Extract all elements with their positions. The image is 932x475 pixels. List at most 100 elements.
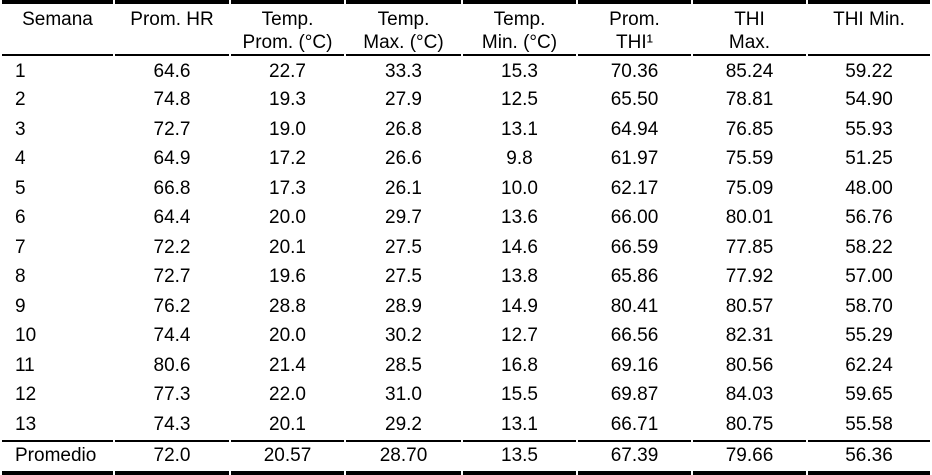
column-header-semana: Semana xyxy=(2,0,113,56)
cell: 22.7 xyxy=(269,61,306,83)
footer-cell: 28.70 xyxy=(346,439,461,475)
table-row: 5 66.8 17.3 26.1 10.0 62.17 75.09 48.00 xyxy=(2,174,930,204)
header-line: THI¹ xyxy=(616,32,653,53)
cell: 54.90 xyxy=(845,89,893,111)
cell: 66.56 xyxy=(610,325,659,347)
cell: 22.0 xyxy=(269,384,306,406)
cell: 64.94 xyxy=(610,118,659,140)
header-line: Temp. xyxy=(261,9,314,30)
header-line: Min. (°C) xyxy=(481,32,558,53)
cell: 74.4 xyxy=(153,325,191,347)
cell: 20.0 xyxy=(269,325,306,347)
footer-row: Promedio 72.0 20.57 28.70 13.5 67.39 79.… xyxy=(2,439,930,475)
week-cell: 5 xyxy=(15,177,26,199)
column-header-prom-hr: Prom. HR xyxy=(115,0,229,56)
cell: 14.9 xyxy=(501,295,538,317)
cell: 28.9 xyxy=(385,295,422,317)
week-cell: 4 xyxy=(15,148,26,170)
cell: 15.5 xyxy=(501,384,538,406)
cell: 55.93 xyxy=(845,118,893,140)
header-line: Max. xyxy=(728,32,771,53)
cell: 61.97 xyxy=(610,148,659,170)
week-cell: 6 xyxy=(15,207,26,229)
column-header-temp-max: Temp. Max. (°C) xyxy=(346,0,461,56)
cell: 15.3 xyxy=(501,61,538,83)
cell: 26.6 xyxy=(385,148,422,170)
footer-cell: 67.39 xyxy=(578,439,691,475)
column-header-temp-min: Temp. Min. (°C) xyxy=(463,0,576,56)
table-row: 9 76.2 28.8 28.9 14.9 80.41 80.57 58.70 xyxy=(2,292,930,322)
table-row: 2 74.8 19.3 27.9 12.5 65.50 78.81 54.90 xyxy=(2,86,930,116)
cell: 65.86 xyxy=(610,266,659,288)
cell: 85.24 xyxy=(725,61,774,83)
table-row: 1 64.6 22.7 33.3 15.3 70.36 85.24 59.22 xyxy=(2,56,930,86)
table-row: 3 72.7 19.0 26.8 13.1 64.94 76.85 55.93 xyxy=(2,115,930,145)
week-cell: 1 xyxy=(15,61,26,83)
cell: 78.81 xyxy=(725,89,774,111)
header-line: Temp. xyxy=(377,9,430,30)
cell: 27.9 xyxy=(385,89,422,111)
cell: 17.3 xyxy=(269,177,306,199)
cell: 66.59 xyxy=(610,236,659,258)
week-cell: 3 xyxy=(15,118,26,140)
cell: 12.5 xyxy=(501,89,538,111)
header-line: Temp. xyxy=(493,9,546,30)
cell: 66.71 xyxy=(610,413,659,435)
cell: 10.0 xyxy=(501,177,538,199)
cell: 58.22 xyxy=(845,236,893,258)
cell: 55.29 xyxy=(845,325,893,347)
cell: 56.76 xyxy=(845,207,893,229)
cell: 84.03 xyxy=(725,384,774,406)
header-line: THI xyxy=(734,9,765,30)
cell: 13.6 xyxy=(501,207,538,229)
cell: 27.5 xyxy=(385,236,422,258)
footer-cell: 79.66 xyxy=(693,439,806,475)
cell: 62.17 xyxy=(610,177,659,199)
cell: 57.00 xyxy=(845,266,893,288)
cell: 69.16 xyxy=(610,354,659,376)
cell: 62.24 xyxy=(845,354,893,376)
column-header-thi-max: THI Max. xyxy=(693,0,806,56)
table-row: 7 72.2 20.1 27.5 14.6 66.59 77.85 58.22 xyxy=(2,233,930,263)
footer-cell: 72.0 xyxy=(115,439,229,475)
cell: 58.70 xyxy=(845,295,893,317)
cell: 13.1 xyxy=(501,118,538,140)
cell: 64.6 xyxy=(153,61,191,83)
table-row: 4 64.9 17.2 26.6 9.8 61.97 75.59 51.25 xyxy=(2,145,930,175)
cell: 66.8 xyxy=(153,177,191,199)
cell: 28.5 xyxy=(385,354,422,376)
table-row: 11 80.6 21.4 28.5 16.8 69.16 80.56 62.24 xyxy=(2,351,930,381)
cell: 72.2 xyxy=(153,236,191,258)
cell: 64.4 xyxy=(153,207,191,229)
cell: 55.58 xyxy=(845,413,893,435)
table-row: 6 64.4 20.0 29.7 13.6 66.00 80.01 56.76 xyxy=(2,204,930,234)
column-header-temp-prom: Temp. Prom. (°C) xyxy=(231,0,344,56)
cell: 72.7 xyxy=(153,266,191,288)
week-cell: 2 xyxy=(15,89,26,111)
header-line: Max. (°C) xyxy=(363,32,444,53)
cell: 80.75 xyxy=(725,413,774,435)
header-line: Prom. HR xyxy=(130,9,214,30)
table-row: 8 72.7 19.6 27.5 13.8 65.86 77.92 57.00 xyxy=(2,263,930,293)
cell: 20.1 xyxy=(269,413,306,435)
cell: 28.8 xyxy=(269,295,306,317)
cell: 77.92 xyxy=(725,266,774,288)
cell: 80.41 xyxy=(610,295,659,317)
cell: 13.8 xyxy=(501,266,538,288)
cell: 80.56 xyxy=(725,354,774,376)
cell: 9.8 xyxy=(506,148,533,170)
cell: 75.59 xyxy=(725,148,774,170)
cell: 16.8 xyxy=(501,354,538,376)
cell: 19.0 xyxy=(269,118,306,140)
column-header-thi-min: THI Min. xyxy=(808,0,930,56)
cell: 30.2 xyxy=(385,325,422,347)
cell: 66.00 xyxy=(610,207,659,229)
cell: 77.3 xyxy=(153,384,191,406)
cell: 65.50 xyxy=(610,89,659,111)
cell: 76.2 xyxy=(153,295,191,317)
week-cell: 7 xyxy=(15,236,26,258)
cell: 74.3 xyxy=(153,413,191,435)
cell: 69.87 xyxy=(610,384,659,406)
cell: 74.8 xyxy=(153,89,191,111)
